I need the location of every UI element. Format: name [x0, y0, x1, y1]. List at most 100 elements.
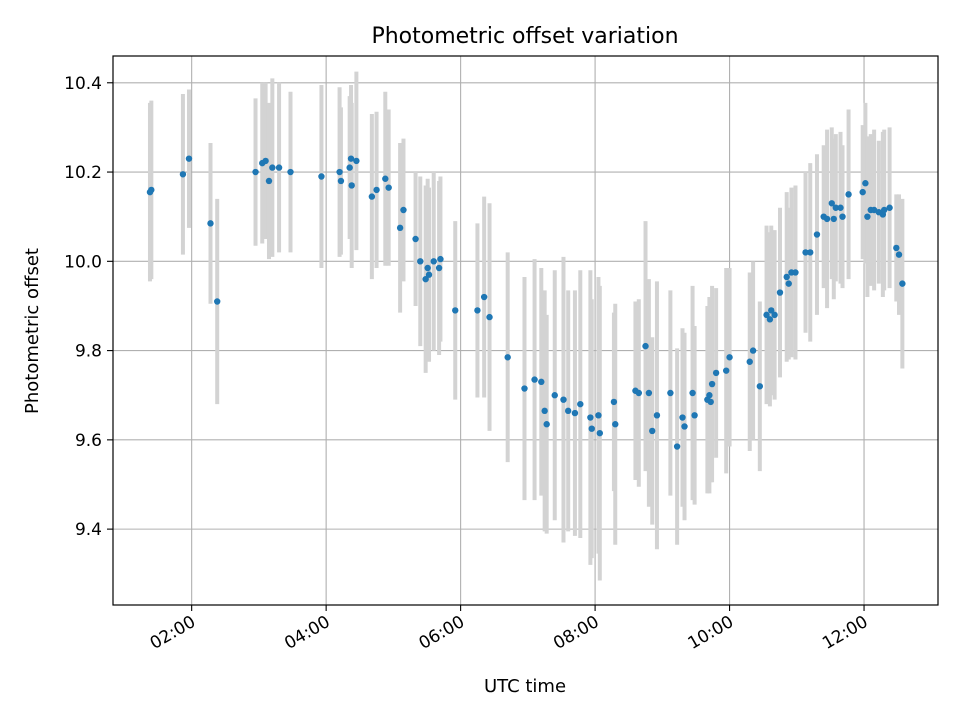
data-point	[832, 204, 839, 211]
data-point	[577, 400, 584, 408]
data-point	[681, 423, 688, 430]
y-tick-label: 9.6	[75, 431, 102, 451]
data-point	[571, 409, 579, 417]
data-point	[346, 164, 353, 171]
data-point	[895, 251, 903, 258]
data-point	[425, 271, 433, 278]
x-axis-label: UTC time	[484, 676, 566, 697]
y-tick-label: 10.2	[64, 163, 102, 183]
data-point	[645, 389, 653, 397]
data-point	[400, 206, 407, 214]
data-point	[707, 398, 714, 406]
data-point	[679, 414, 686, 421]
data-point	[347, 155, 355, 162]
data-point	[776, 289, 784, 296]
data-point	[564, 407, 572, 415]
data-point	[146, 188, 154, 196]
data-point	[348, 182, 355, 189]
data-point	[691, 412, 698, 419]
data-point	[893, 244, 900, 252]
data-point	[610, 398, 618, 406]
data-point	[337, 177, 345, 185]
data-point	[185, 155, 193, 162]
data-point	[749, 347, 757, 354]
data-point	[435, 264, 443, 272]
data-point	[807, 249, 814, 256]
data-point	[385, 184, 392, 191]
plot-frame	[112, 55, 939, 606]
data-point	[396, 224, 404, 232]
data-points	[146, 155, 906, 450]
data-point	[269, 164, 276, 171]
data-point	[551, 392, 558, 399]
y-tick-label: 10.4	[64, 74, 102, 94]
data-point	[837, 204, 844, 211]
data-point	[382, 175, 389, 182]
data-point	[262, 157, 269, 165]
data-point	[689, 389, 696, 397]
data-point	[424, 264, 431, 272]
data-point	[864, 213, 871, 220]
data-point	[368, 193, 376, 200]
data-point	[252, 168, 259, 176]
data-point	[756, 383, 764, 390]
y-tick-label: 9.4	[75, 520, 102, 540]
y-tick-label: 9.8	[75, 342, 102, 362]
data-point	[452, 307, 459, 314]
data-point	[373, 186, 380, 194]
data-point	[486, 313, 493, 321]
data-point	[771, 311, 778, 319]
data-point	[265, 177, 273, 185]
data-point	[899, 280, 906, 287]
data-point	[531, 376, 538, 383]
data-point	[595, 412, 602, 419]
chart-title: Photometric offset variation	[371, 24, 678, 49]
data-point	[207, 220, 214, 227]
data-point	[723, 367, 730, 374]
data-point	[474, 307, 481, 314]
data-point	[417, 258, 424, 265]
y-axis-ticks: 9.4 9.6 9.8 10.0 10.2 10.4	[64, 74, 113, 540]
data-point	[813, 231, 821, 238]
data-point	[649, 427, 656, 435]
data-point	[763, 311, 770, 319]
data-point	[430, 258, 437, 265]
data-point	[504, 354, 511, 361]
data-point	[823, 215, 831, 223]
data-point	[538, 378, 545, 386]
data-point	[785, 280, 792, 287]
data-point	[766, 316, 774, 323]
data-point	[839, 213, 846, 220]
data-point	[859, 188, 866, 196]
data-point	[287, 168, 294, 176]
data-point	[862, 180, 869, 187]
y-tick-label: 10.0	[64, 252, 102, 272]
data-point	[706, 392, 713, 399]
data-point	[587, 414, 594, 421]
y-axis-label: Photometric offset	[22, 248, 43, 414]
data-point	[712, 369, 720, 377]
data-point	[828, 200, 835, 207]
data-point	[653, 412, 661, 419]
data-point	[746, 358, 753, 365]
data-point	[845, 191, 852, 198]
data-point	[422, 275, 429, 283]
data-point	[802, 249, 809, 256]
data-point	[596, 429, 603, 437]
data-point	[179, 171, 187, 178]
data-point	[214, 298, 221, 305]
data-point	[541, 407, 548, 415]
data-point	[635, 389, 642, 397]
data-point	[353, 157, 360, 165]
data-point	[830, 215, 837, 223]
data-point	[275, 164, 283, 171]
data-point	[336, 168, 343, 176]
data-point	[881, 206, 888, 214]
data-point	[667, 389, 674, 397]
data-point	[521, 385, 528, 392]
data-point	[612, 421, 619, 428]
data-point	[318, 173, 325, 180]
data-point	[783, 273, 790, 281]
